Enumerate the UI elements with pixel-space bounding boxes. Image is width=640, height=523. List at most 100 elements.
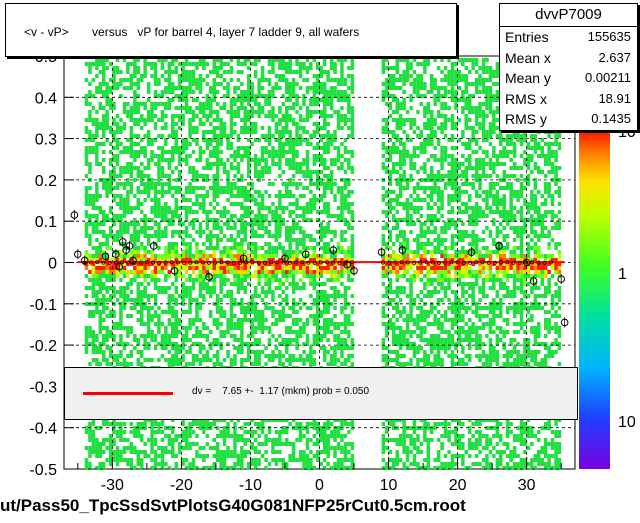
heatmap-cell [250, 298, 254, 302]
heatmap-cell [129, 330, 134, 334]
heatmap-cell [419, 230, 424, 234]
heatmap-cell [336, 458, 341, 462]
heatmap-cell [88, 254, 92, 258]
heatmap-cell [229, 294, 234, 298]
heatmap-cell [129, 262, 134, 266]
heatmap-cell [209, 130, 213, 134]
heatmap-cell [340, 162, 344, 166]
heatmap-cell [146, 114, 151, 118]
heatmap-cell [409, 286, 413, 290]
heatmap-cell [88, 326, 92, 330]
heatmap-cell [312, 250, 317, 254]
heatmap-cell [385, 210, 389, 214]
heatmap-cell [312, 334, 317, 338]
heatmap-cell [129, 170, 134, 174]
heatmap-cell [233, 298, 237, 302]
heatmap-cell [402, 306, 406, 310]
heatmap-cell [267, 70, 272, 74]
heatmap-cell [267, 306, 272, 310]
heatmap-cell [323, 438, 327, 442]
heatmap-cell [264, 458, 268, 462]
heatmap-cell [381, 342, 386, 346]
heatmap-cell [419, 466, 424, 470]
heatmap-cell [140, 78, 144, 82]
heatmap-cell [115, 82, 120, 86]
heatmap-cell [150, 334, 154, 338]
heatmap-cell [267, 210, 272, 214]
heatmap-cell [122, 198, 127, 202]
heatmap-cell [281, 342, 285, 346]
heatmap-cell [288, 166, 292, 170]
heatmap-cell [129, 130, 134, 134]
heatmap-cell [240, 222, 244, 226]
heatmap-cell [323, 294, 327, 298]
heatmap-cell [388, 270, 393, 274]
heatmap-cell [319, 434, 323, 438]
heatmap-cell [257, 258, 261, 262]
heatmap-cell [105, 246, 109, 250]
heatmap-cell [119, 430, 123, 434]
heatmap-cell [146, 130, 151, 134]
heatmap-cell [423, 310, 427, 314]
heatmap-cell [167, 90, 172, 94]
heatmap-cell [157, 258, 161, 262]
heatmap-cell [409, 278, 413, 282]
heatmap-cell [215, 418, 220, 422]
heatmap-cell [350, 346, 355, 350]
heatmap-cell [257, 442, 261, 446]
heatmap-cell [430, 114, 434, 118]
heatmap-cell [143, 294, 147, 298]
heatmap-cell [409, 250, 413, 254]
heatmap-cell [95, 110, 99, 114]
heatmap-cell [236, 150, 241, 154]
heatmap-cell [412, 346, 417, 350]
heatmap-cell [126, 230, 130, 234]
heatmap-cell [115, 462, 120, 466]
heatmap-cell [84, 62, 89, 66]
heatmap-cell [392, 262, 396, 266]
heatmap-cell [95, 58, 99, 62]
heatmap-cell [84, 130, 89, 134]
heatmap-cell [212, 246, 216, 250]
heatmap-cell [247, 198, 251, 202]
heatmap-cell [309, 362, 313, 366]
heatmap-cell [98, 222, 102, 226]
heatmap-cell [416, 170, 420, 174]
heatmap-cell [274, 254, 279, 258]
heatmap-cell [191, 190, 196, 194]
heatmap-cell [343, 250, 348, 254]
heatmap-cell [278, 150, 282, 154]
heatmap-cell [326, 262, 330, 266]
heatmap-cell [395, 262, 399, 266]
heatmap-cell [402, 438, 406, 442]
heatmap-cell [264, 242, 268, 246]
heatmap-cell [278, 350, 282, 354]
heatmap-cell [253, 458, 258, 462]
heatmap-cell [122, 210, 127, 214]
heatmap-cell [219, 74, 223, 78]
heatmap-cell [392, 146, 396, 150]
heatmap-cell [291, 450, 296, 454]
heatmap-cell [115, 362, 120, 366]
heatmap-cell [329, 294, 334, 298]
heatmap-cell [430, 186, 434, 190]
heatmap-cell [340, 270, 344, 274]
heatmap-cell [233, 326, 237, 330]
heatmap-cell [388, 78, 393, 82]
heatmap-cell [153, 90, 158, 94]
heatmap-cell [219, 210, 223, 214]
heatmap-cell [433, 258, 437, 262]
heatmap-cell [395, 202, 399, 206]
heatmap-cell [323, 270, 327, 274]
heatmap-cell [188, 434, 192, 438]
heatmap-cell [212, 466, 216, 470]
heatmap-cell [233, 98, 237, 102]
heatmap-cell [323, 446, 327, 450]
heatmap-cell [274, 154, 279, 158]
heatmap-cell [291, 274, 296, 278]
heatmap-cell [409, 218, 413, 222]
heatmap-cell [247, 270, 251, 274]
heatmap-cell [198, 222, 203, 226]
heatmap-cell [343, 194, 348, 198]
heatmap-cell [146, 310, 151, 314]
